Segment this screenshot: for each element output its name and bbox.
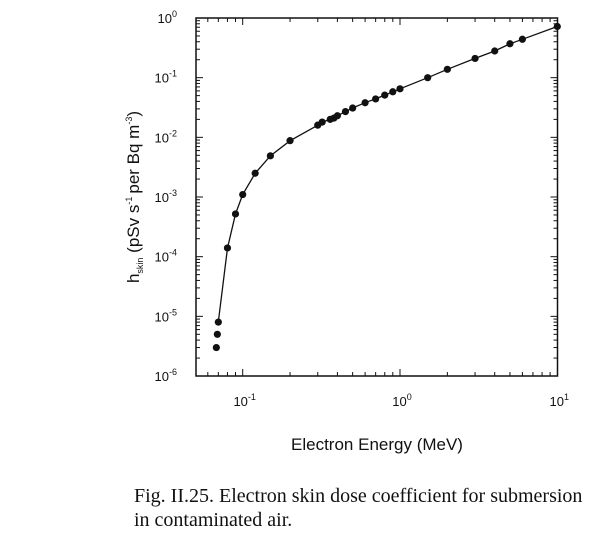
x-tick-labels: 10-1 100 101: [233, 392, 569, 409]
y-axis-title: hskin (pSv s-1per Bq m-3): [124, 111, 145, 283]
data-point: [213, 330, 221, 338]
data-point: [266, 152, 274, 160]
data-point: [389, 88, 397, 96]
data-point: [443, 65, 451, 73]
data-point: [286, 137, 294, 145]
y-tick-label: 10-6: [155, 367, 177, 384]
data-point: [333, 112, 342, 120]
y-tick-label: 10-5: [155, 307, 177, 324]
data-point: [251, 169, 259, 177]
data-point: [372, 95, 380, 103]
plot-frame: [195, 17, 559, 377]
y-tick-label: 10-1: [155, 69, 177, 86]
data-point: [381, 91, 389, 99]
series-points: [212, 22, 561, 352]
data-point: [471, 54, 479, 63]
y-tick-label: 10-3: [155, 188, 177, 205]
data-point: [231, 210, 240, 218]
data-point: [553, 22, 561, 31]
figure-caption: Fig. II.25. Electron skin dose coefficie…: [134, 485, 583, 531]
y-tick-label: 10-4: [155, 248, 177, 265]
x-tick-label: 100: [392, 392, 411, 409]
data-point: [361, 99, 369, 107]
y-tick-label: 10-2: [155, 128, 177, 145]
y-tick-label: 100: [158, 9, 177, 26]
data-point: [506, 40, 514, 48]
data-point: [214, 318, 222, 326]
x-tick-label: 10-1: [233, 392, 255, 409]
data-point: [396, 85, 404, 93]
data-point: [349, 104, 357, 112]
x-axis-title: Electron Energy (MeV): [291, 435, 463, 454]
data-point: [341, 108, 350, 116]
data-point: [212, 343, 220, 352]
data-point: [491, 47, 499, 55]
y-tick-labels: 100 10-1 10-2 10-3 10-4 10-5 10-6: [155, 9, 177, 384]
data-point: [239, 190, 247, 199]
axis-ticks: [196, 18, 558, 377]
data-point: [424, 74, 432, 82]
data-point: [318, 118, 326, 126]
x-tick-label: 101: [550, 392, 569, 409]
data-point: [518, 35, 527, 43]
data-point: [223, 244, 232, 252]
series-line: [217, 25, 558, 323]
